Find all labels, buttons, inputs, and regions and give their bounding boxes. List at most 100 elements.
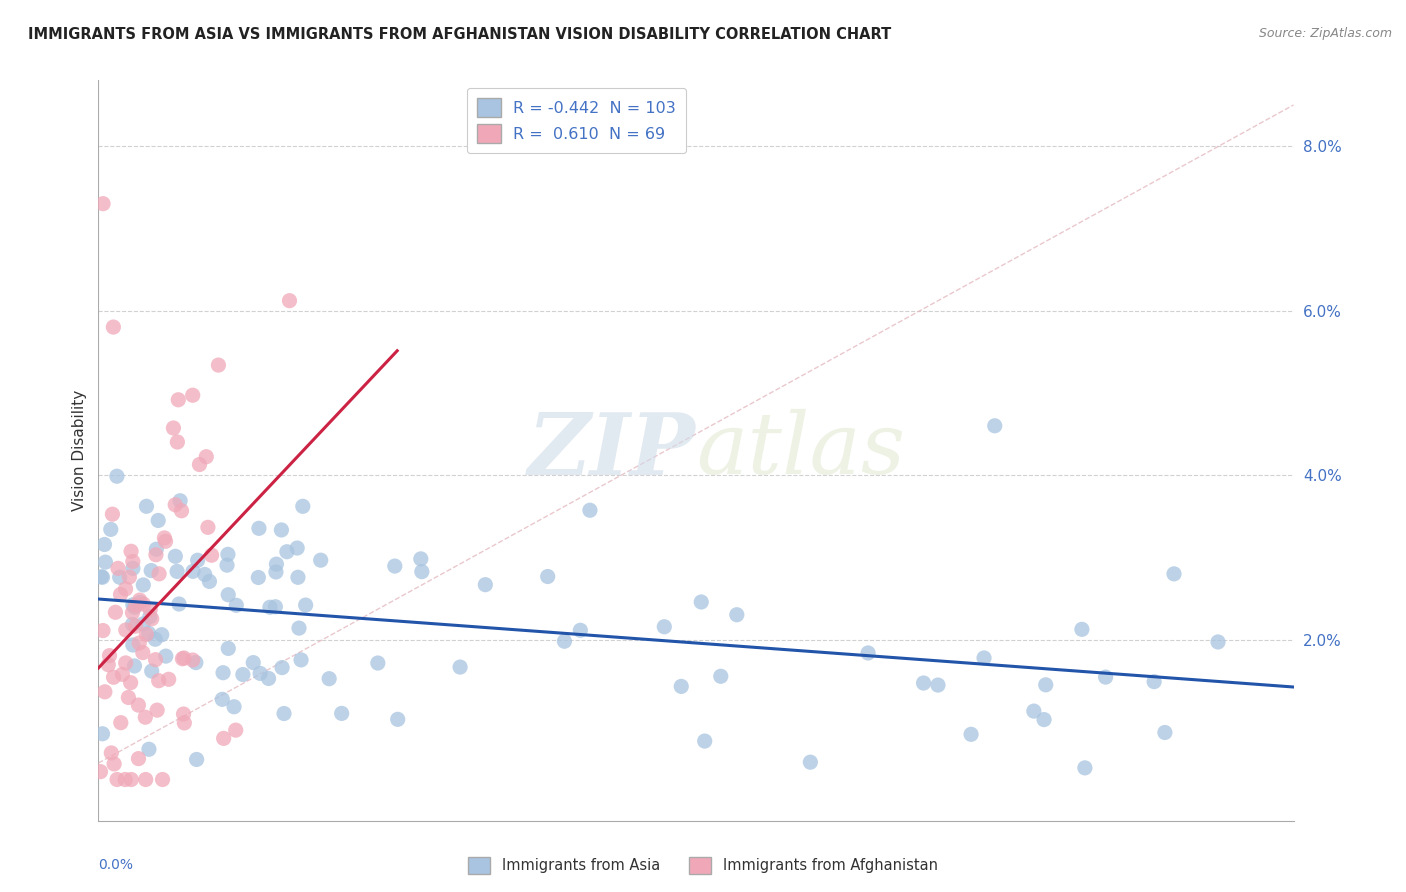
Point	[173, 651, 195, 665]
Point	[90, 570, 112, 584]
Point	[148, 673, 170, 688]
Text: IMMIGRANTS FROM ASIA VS IMMIGRANTS FROM AFGHANISTAN VISION DISABILITY CORRELATIO: IMMIGRANTS FROM ASIA VS IMMIGRANTS FROM …	[28, 27, 891, 42]
Point	[290, 653, 312, 667]
Point	[157, 673, 180, 687]
Point	[167, 392, 190, 407]
Point	[259, 600, 281, 615]
Point	[799, 755, 821, 769]
Point	[124, 619, 146, 633]
Point	[912, 676, 935, 690]
Point	[146, 703, 169, 717]
Point	[141, 612, 163, 626]
Point	[135, 500, 157, 514]
Point	[145, 542, 167, 557]
Text: atlas: atlas	[696, 409, 905, 491]
Y-axis label: Vision Disability: Vision Disability	[72, 390, 87, 511]
Point	[162, 421, 184, 435]
Point	[108, 570, 131, 584]
Point	[169, 493, 191, 508]
Point	[166, 565, 188, 579]
Point	[132, 616, 155, 631]
Point	[960, 727, 983, 741]
Point	[139, 609, 162, 624]
Point	[101, 507, 124, 521]
Point	[94, 555, 117, 569]
Point	[232, 667, 254, 681]
Point	[195, 450, 218, 464]
Point	[200, 548, 222, 562]
Point	[114, 656, 136, 670]
Point	[264, 599, 287, 614]
Point	[120, 675, 142, 690]
Point	[411, 565, 433, 579]
Point	[1022, 704, 1045, 718]
Point	[181, 565, 204, 579]
Point	[186, 752, 208, 766]
Point	[1154, 725, 1177, 739]
Point	[387, 712, 409, 726]
Point	[103, 320, 125, 334]
Point	[652, 620, 675, 634]
Point	[725, 607, 748, 622]
Point	[257, 672, 280, 686]
Point	[553, 634, 575, 648]
Point	[181, 653, 204, 667]
Point	[309, 553, 332, 567]
Point	[690, 595, 713, 609]
Point	[537, 569, 560, 583]
Text: Source: ZipAtlas.com: Source: ZipAtlas.com	[1258, 27, 1392, 40]
Point	[215, 558, 238, 573]
Point	[145, 548, 167, 562]
Point	[127, 698, 149, 712]
Point	[114, 772, 136, 787]
Point	[671, 680, 693, 694]
Point	[143, 632, 166, 647]
Point	[1033, 713, 1056, 727]
Point	[187, 553, 209, 567]
Point	[118, 570, 141, 584]
Point	[114, 582, 136, 596]
Point	[278, 293, 301, 308]
Point	[121, 554, 143, 568]
Point	[105, 469, 128, 483]
Point	[474, 577, 496, 591]
Point	[89, 764, 111, 779]
Point	[91, 624, 114, 638]
Point	[152, 772, 174, 787]
Point	[367, 656, 389, 670]
Point	[217, 641, 239, 656]
Point	[693, 734, 716, 748]
Point	[135, 772, 157, 787]
Point	[184, 656, 207, 670]
Point	[197, 520, 219, 534]
Point	[409, 552, 432, 566]
Point	[194, 567, 217, 582]
Point	[579, 503, 602, 517]
Point	[110, 715, 132, 730]
Point	[148, 566, 170, 581]
Point	[181, 388, 204, 402]
Point	[198, 574, 221, 589]
Point	[93, 537, 115, 551]
Point	[927, 678, 949, 692]
Point	[1206, 635, 1229, 649]
Point	[100, 746, 122, 760]
Point	[266, 557, 288, 571]
Point	[148, 513, 170, 527]
Point	[449, 660, 471, 674]
Point	[91, 727, 114, 741]
Point	[122, 561, 145, 575]
Point	[172, 651, 194, 665]
Point	[104, 605, 127, 619]
Point	[155, 649, 177, 664]
Point	[1035, 678, 1057, 692]
Point	[167, 597, 190, 611]
Point	[273, 706, 295, 721]
Point	[97, 657, 120, 672]
Point	[242, 656, 264, 670]
Point	[247, 521, 270, 535]
Point	[141, 664, 163, 678]
Point	[225, 599, 247, 613]
Point	[132, 597, 155, 611]
Point	[127, 751, 149, 765]
